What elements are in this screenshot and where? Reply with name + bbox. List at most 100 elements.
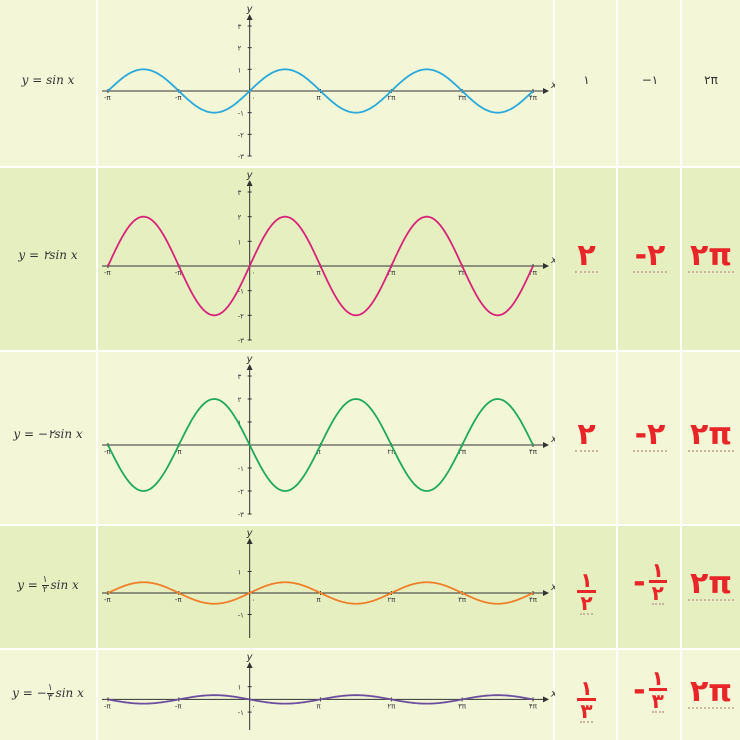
answer-numerator: ۱	[648, 560, 667, 583]
answer-denominator: ۲	[651, 581, 664, 605]
series-line	[107, 68, 534, 114]
column-divider	[618, 648, 682, 740]
series-line	[107, 694, 534, 705]
y-tick-label: ۱	[238, 569, 242, 577]
y-axis-label: y	[246, 652, 254, 663]
x-axis-label: x	[550, 582, 555, 593]
x-tick-label: ۴π	[529, 702, 538, 710]
y-axis-arrow-icon	[246, 662, 253, 668]
x-tick-label: -π	[175, 448, 183, 456]
column-divider	[618, 166, 682, 350]
y-tick-label: -۱	[238, 709, 244, 717]
function-label: y = sin x	[21, 73, 75, 87]
label-fraction-denominator: ۲	[42, 585, 48, 595]
column-divider	[98, 648, 555, 740]
answer-numerator: ۱	[648, 668, 667, 691]
x-tick-label: ۴π	[529, 94, 538, 102]
sine-chart: x y -۱ ۱ -π -π ۰ π ۲π ۳π ۴π	[102, 528, 555, 638]
answer-text: ۲π	[687, 566, 735, 601]
x-tick-label: -π	[175, 269, 183, 277]
function-label: y = ۲sin x	[18, 248, 78, 262]
max-value: ۲	[555, 238, 618, 273]
period-value: ۲π	[682, 238, 740, 273]
y-tick-label: -۱	[238, 110, 244, 118]
column-divider	[0, 524, 98, 648]
period-value: ۲π	[682, 674, 740, 709]
period-value: ۲π	[682, 566, 740, 601]
function-label: y = ۱ ۲ sin x	[0, 576, 96, 595]
x-tick-label: π	[317, 269, 322, 277]
y-axis-arrow-icon	[246, 180, 253, 186]
label-prefix: y = −	[12, 686, 47, 700]
label-fraction-denominator: ۳	[47, 693, 53, 703]
y-axis-label: y	[246, 528, 254, 539]
y-tick-label: -۱	[238, 288, 244, 296]
label-suffix: sin x	[55, 686, 84, 700]
column-divider	[618, 350, 682, 524]
answer-sign: -	[633, 565, 646, 600]
column-divider	[98, 166, 555, 350]
x-tick-label: ۰	[252, 94, 256, 102]
header-period-value: ۲π	[704, 73, 718, 87]
x-axis-arrow-icon	[543, 88, 549, 94]
column-divider	[0, 166, 98, 350]
y-tick-label: -۲	[238, 488, 245, 496]
header-max-value: ۱	[583, 73, 590, 87]
x-axis-arrow-icon	[543, 263, 549, 269]
series-line	[107, 581, 534, 605]
x-tick-label: ۲π	[387, 596, 396, 604]
answer-numerator: ۱	[577, 678, 596, 701]
x-tick-label: ۳π	[458, 94, 467, 102]
x-tick-label: ۰	[252, 269, 256, 277]
y-tick-label: ۲	[238, 214, 242, 222]
row-divider	[0, 350, 740, 352]
answer-sign: -	[633, 673, 646, 708]
x-tick-label: ۴π	[529, 596, 538, 604]
max-value: ۲	[555, 417, 618, 452]
function-label: y = −۲sin x	[13, 427, 83, 441]
function-label: y = −۱ ۳ sin x	[0, 684, 96, 703]
y-tick-label: ۱	[238, 419, 242, 427]
y-tick-label: ۳	[238, 189, 242, 197]
column-divider	[98, 350, 555, 524]
header-min-value: −۱	[641, 73, 659, 87]
x-tick-label: π	[317, 94, 322, 102]
answer-denominator: ۳	[651, 689, 664, 713]
x-tick-label: -π	[175, 94, 183, 102]
y-tick-label: -۱	[238, 612, 244, 620]
label-suffix: sin x	[50, 578, 79, 592]
x-tick-label: ۲π	[387, 448, 396, 456]
x-axis-arrow-icon	[543, 442, 549, 448]
column-divider	[618, 0, 682, 166]
y-tick-label: ۱	[238, 238, 242, 246]
y-axis-label: y	[246, 170, 254, 181]
y-axis-arrow-icon	[246, 14, 253, 20]
y-tick-label: -۱	[238, 465, 244, 473]
x-axis-label: x	[550, 255, 555, 266]
y-tick-label: ۲	[238, 45, 242, 53]
x-tick-label: -π	[104, 448, 112, 456]
y-tick-label: ۳	[238, 373, 242, 381]
answer-denominator: ۳	[580, 699, 593, 723]
answer-text: ۲π	[687, 674, 735, 709]
x-tick-label: -π	[104, 269, 112, 277]
column-divider	[618, 524, 682, 648]
row-divider	[0, 524, 740, 526]
y-tick-label: ۳	[238, 23, 242, 31]
x-tick-label: -π	[104, 702, 112, 710]
